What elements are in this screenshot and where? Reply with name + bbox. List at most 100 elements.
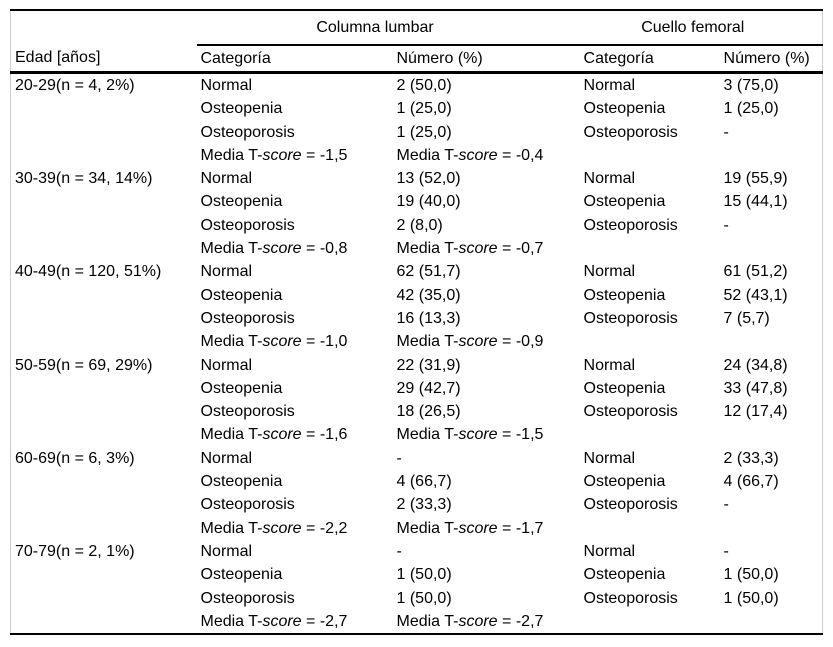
- table-row: 50-59(n = 69, 29%) Normal 22 (31,9) Normal 2…: [11, 354, 823, 377]
- tscore-value: = -1,7: [502, 519, 544, 537]
- lumbar-number-cell: 13 (52,0): [396, 170, 461, 188]
- femoral-category-cell: Osteoporosis: [583, 496, 678, 514]
- tscore-cell-right: Media T-score = -0,7: [393, 237, 580, 260]
- lumbar-number-cell: 1 (50,0): [396, 589, 452, 607]
- lumbar-category-cell: Osteoporosis: [200, 216, 295, 234]
- table-row: 60-69(n = 6, 3%) Normal - Normal 2 (33,3): [11, 447, 823, 470]
- femoral-category-cell: Osteopenia: [583, 286, 666, 304]
- table-row: Media T-score = -2,7 Media T-score = -2,7: [11, 610, 823, 634]
- femoral-number-cell: 2 (33,3): [723, 449, 779, 467]
- empty-cell: [580, 330, 720, 353]
- lumbar-number-cell: 1 (50,0): [396, 566, 452, 584]
- tscore-label-prefix: Media T-: [200, 146, 263, 164]
- table-row: Osteoporosis 2 (8,0) Osteoporosis -: [11, 214, 823, 237]
- tscore-value: = -0,4: [502, 146, 544, 164]
- femoral-category-cell: Osteopenia: [583, 193, 666, 211]
- tscore-value: = -1,6: [306, 426, 348, 444]
- femoral-number-cell: 15 (44,1): [723, 193, 788, 211]
- tscore-label-prefix: Media T-: [200, 426, 263, 444]
- tscore-value: = -2,7: [502, 612, 544, 630]
- tscore-label-prefix: Media T-: [200, 240, 263, 258]
- femoral-number-cell: 61 (51,2): [723, 263, 788, 281]
- age-group-cell: 50-59(n = 69, 29%): [15, 356, 153, 374]
- lumbar-number-cell: 19 (40,0): [396, 193, 461, 211]
- femoral-category-cell: Normal: [583, 356, 636, 374]
- femoral-number-cell: 3 (75,0): [723, 77, 779, 94]
- femoral-number-cell: 52 (43,1): [723, 286, 788, 304]
- tscore-cell-left: Media T-score = -2,7: [197, 610, 393, 634]
- age-group-cell: 30-39(n = 34, 14%): [15, 170, 153, 188]
- lumbar-category-cell: Normal: [200, 170, 253, 188]
- femoral-number-cell: 4 (66,7): [723, 473, 779, 491]
- empty-cell: [720, 144, 823, 167]
- tscore-label-italic: score: [458, 240, 498, 258]
- tscore-label-italic: score: [262, 426, 302, 444]
- lumbar-category-cell: Osteoporosis: [200, 309, 295, 327]
- table-row-spanner: Columna lumbar Cuello femoral: [11, 10, 823, 46]
- tscore-cell-left: Media T-score = -1,0: [197, 330, 393, 353]
- empty-cell: [720, 237, 823, 260]
- table-row: Osteoporosis 2 (33,3) Osteoporosis -: [11, 493, 823, 516]
- lumbar-category-cell: Normal: [200, 542, 253, 560]
- lumbar-number-cell: 16 (13,3): [396, 309, 461, 327]
- lumbar-number-cell: 2 (33,3): [396, 496, 452, 514]
- lumbar-number-cell: 1 (25,0): [396, 123, 452, 141]
- tscore-label-italic: score: [262, 612, 302, 630]
- tscore-label-prefix: Media T-: [396, 240, 459, 258]
- column-group-femoral: Cuello femoral: [579, 10, 823, 46]
- tscore-value: = -1,0: [306, 333, 348, 351]
- lumbar-category-cell: Osteopenia: [200, 193, 283, 211]
- femoral-number-cell: 24 (34,8): [723, 356, 788, 374]
- tscore-value: = -1,5: [502, 426, 544, 444]
- table-row: Media T-score = -1,0 Media T-score = -0,9: [11, 330, 823, 353]
- tscore-value: = -0,9: [502, 333, 544, 351]
- table-row: Osteoporosis 18 (26,5) Osteoporosis 12 (17,…: [11, 400, 823, 423]
- lumbar-number-cell: 1 (25,0): [396, 100, 452, 118]
- table-row: 70-79(n = 2, 1%) Normal - Normal -: [11, 540, 823, 563]
- table-row: 30-39(n = 34, 14%) Normal 13 (52,0) Normal 1…: [11, 167, 823, 190]
- table-row: Media T-score = -2,2 Media T-score = -1,7: [11, 517, 823, 540]
- tscore-label-italic: score: [262, 146, 302, 164]
- lumbar-category-cell: Normal: [200, 356, 253, 374]
- tscore-label-italic: score: [458, 426, 498, 444]
- lumbar-number-cell: 18 (26,5): [396, 403, 461, 421]
- tscore-value: = -2,2: [306, 519, 348, 537]
- empty-cell: [720, 423, 823, 446]
- tscore-cell-right: Media T-score = -2,7: [393, 610, 580, 634]
- lumbar-category-cell: Osteopenia: [200, 286, 283, 304]
- tscore-value: = -0,8: [306, 240, 348, 258]
- femoral-category-cell: Osteopenia: [583, 473, 666, 491]
- table-row: Osteopenia 19 (40,0) Osteopenia 15 (44,1): [11, 190, 823, 213]
- tscore-value: = -1,5: [306, 146, 348, 164]
- lumbar-number-cell: -: [396, 449, 402, 467]
- femoral-category-cell: Normal: [583, 77, 636, 94]
- tscore-value: = -2,7: [306, 612, 348, 630]
- lumbar-category-cell: Osteopenia: [200, 566, 283, 584]
- tscore-cell-right: Media T-score = -0,9: [393, 330, 580, 353]
- tscore-label-prefix: Media T-: [396, 519, 459, 537]
- tscore-label-prefix: Media T-: [200, 519, 263, 537]
- lumbar-category-cell: Osteopenia: [200, 100, 283, 118]
- tscore-cell-left: Media T-score = -0,8: [197, 237, 393, 260]
- lumbar-category-cell: Normal: [200, 263, 253, 281]
- femoral-category-cell: Osteoporosis: [583, 216, 678, 234]
- column-group-lumbar: Columna lumbar: [196, 10, 580, 46]
- femoral-category-cell: Normal: [583, 170, 636, 188]
- lumbar-number-cell: 22 (31,9): [396, 356, 461, 374]
- lumbar-category-cell: Osteoporosis: [200, 403, 295, 421]
- tscore-label-prefix: Media T-: [396, 426, 459, 444]
- lumbar-category-cell: Normal: [200, 449, 253, 467]
- tscore-label-italic: score: [262, 333, 302, 351]
- header-categoria-lumbar: Categoría: [196, 45, 393, 74]
- empty-cell: [580, 517, 720, 540]
- lumbar-category-cell: Osteoporosis: [200, 496, 295, 514]
- tscore-label-italic: score: [458, 612, 498, 630]
- empty-cell: [580, 423, 720, 446]
- age-group-cell: 40-49(n = 120, 51%): [15, 263, 162, 281]
- femoral-number-cell: 1 (25,0): [723, 100, 779, 118]
- tscore-cell-right: Media T-score = -1,5: [393, 423, 580, 446]
- header-numero-lumbar: Número (%): [392, 45, 580, 74]
- femoral-category-cell: Normal: [583, 263, 636, 281]
- empty-cell: [580, 610, 720, 634]
- lumbar-number-cell: 62 (51,7): [396, 263, 461, 281]
